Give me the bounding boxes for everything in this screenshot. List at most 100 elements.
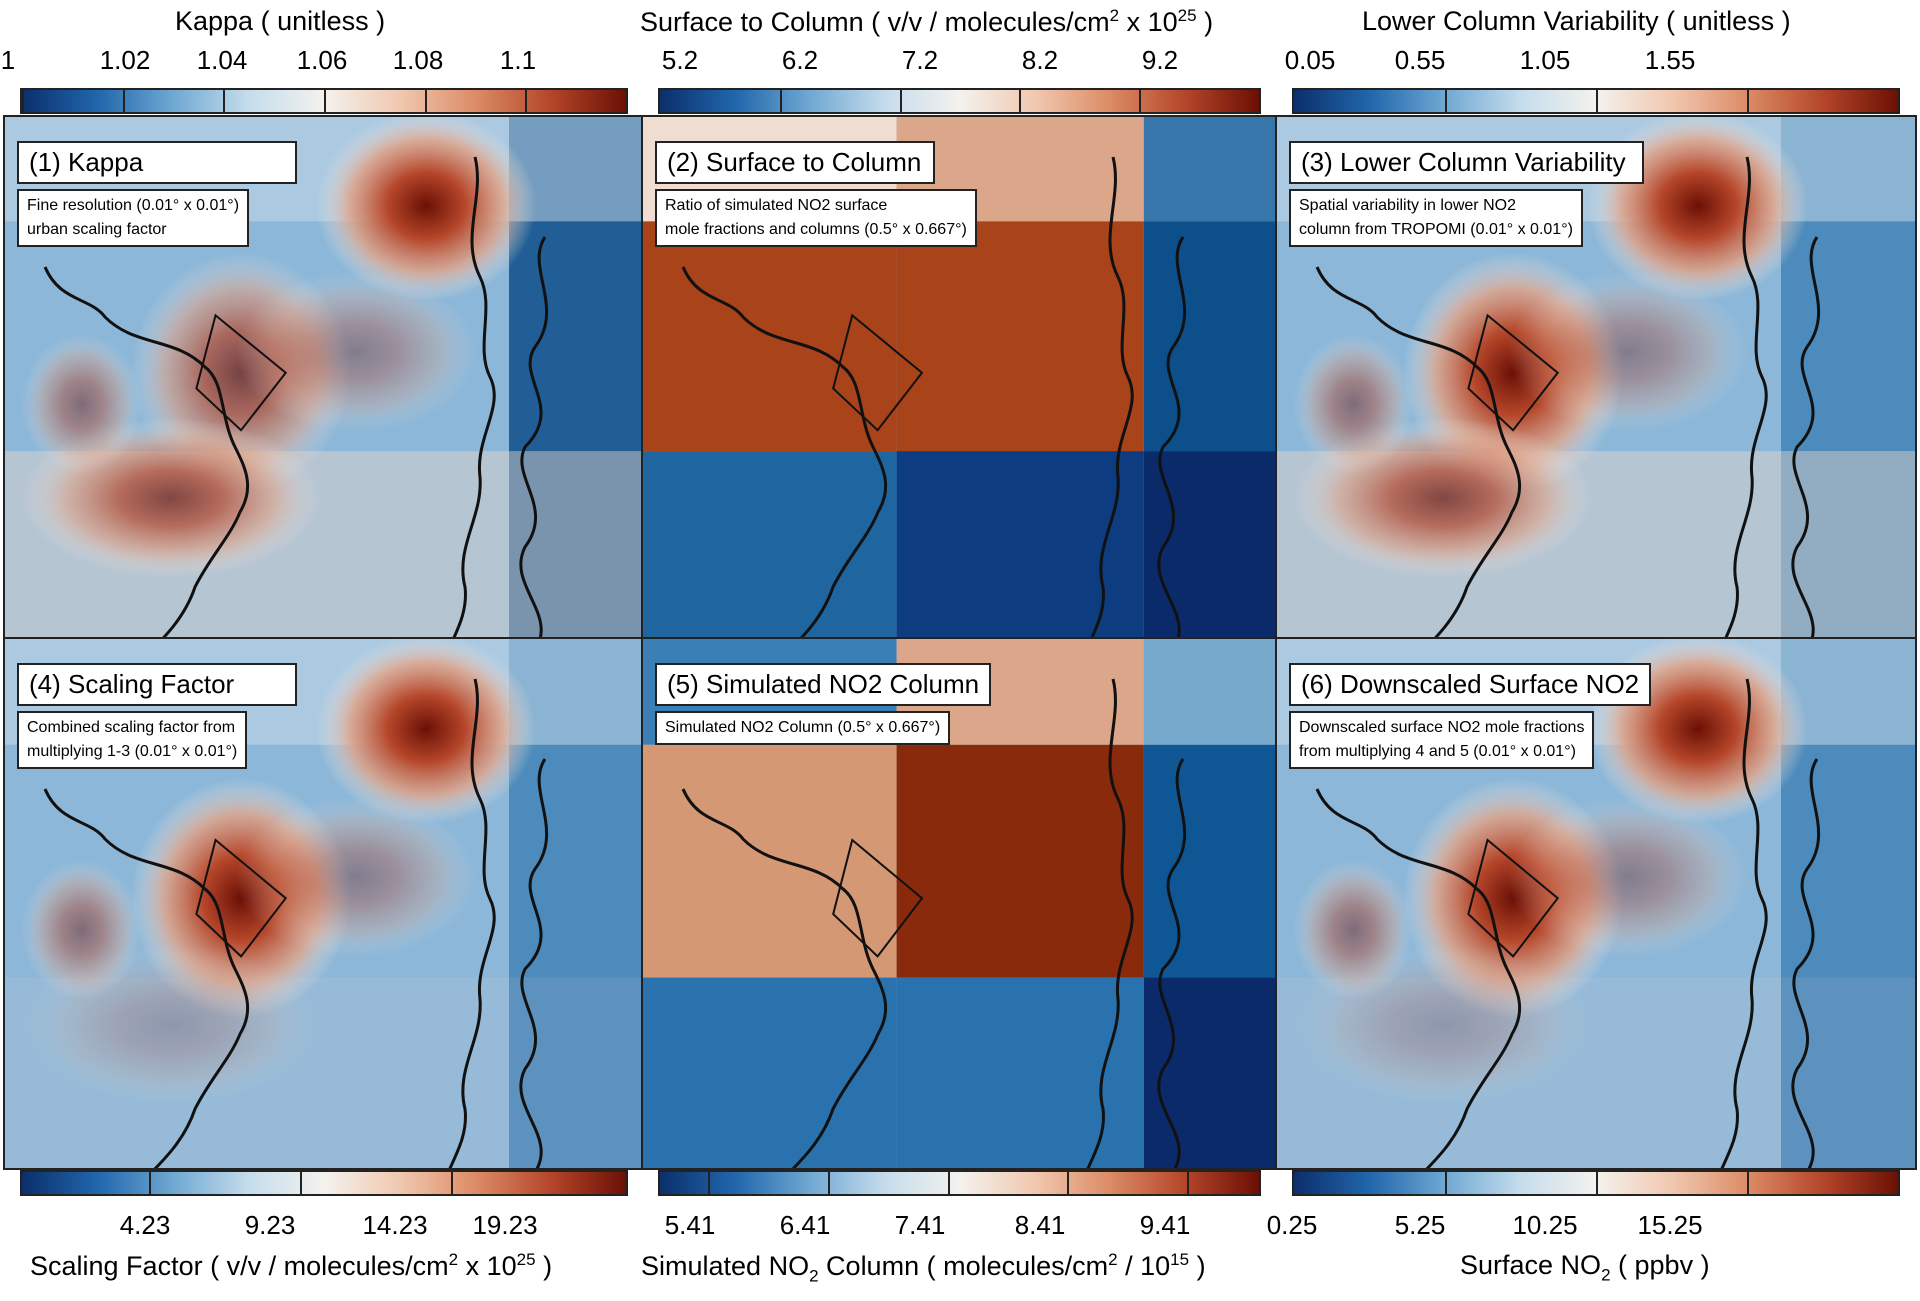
colorbar-tick-label: 14.23 (362, 1210, 428, 1240)
coastline (1791, 236, 1820, 639)
field-block (1143, 221, 1277, 452)
colorbar-tick-label: 6.2 (781, 45, 819, 75)
coastline (681, 266, 888, 639)
colorbar-tick-mark (1747, 90, 1749, 112)
colorbar-tick-label: 8.41 (1014, 1210, 1066, 1240)
colorbar-tick-mark (779, 90, 782, 112)
panel-note-line: from multiplying 4 and 5 (0.01° x 0.01°) (1299, 743, 1576, 760)
panel-note-line: Ratio of simulated NO2 surface (665, 197, 888, 214)
colorbar-tick-label: 6.41 (779, 1210, 831, 1240)
colorbar-tick-label: 0.25 (1266, 1210, 1318, 1240)
panel-note-line: Combined scaling factor from (27, 719, 236, 736)
colorbar-title-kappa: Kappa ( unitless ) (175, 6, 386, 36)
colorbar-tick-label: 0.05 (1284, 45, 1336, 75)
colorbar-tick-mark (947, 1172, 950, 1194)
colorbar-tick-mark (626, 90, 628, 112)
map-field (1277, 639, 1915, 1168)
city-boundary (195, 313, 288, 432)
colorbar-scaling-factor (20, 1170, 628, 1196)
hotspot (1507, 797, 1748, 958)
panel-downscaled-surface-no2: (6) Downscaled Surface NO2 Downscaled sur… (1275, 637, 1917, 1170)
field-block (896, 744, 1144, 978)
colorbar-tick-mark (1596, 90, 1598, 112)
city-boundary (832, 313, 924, 432)
colorbar-tick-label: 15.25 (1637, 1210, 1703, 1240)
panel-note: Fine resolution (0.01° x 0.01°) urban sc… (17, 189, 250, 247)
colorbar-surface-to-column (658, 88, 1261, 114)
panel-title: (4) Scaling Factor (17, 663, 297, 706)
colorbar-tick-label: 9.23 (244, 1210, 296, 1240)
colorbar-tick-mark (707, 1172, 710, 1194)
colorbar-title-surface-to-column: Surface to Column ( v/v / molecules/cm2 … (640, 6, 1214, 37)
colorbar-tick-label: 4.23 (119, 1210, 171, 1240)
colorbar-tick-label: 5.2 (661, 45, 699, 75)
panel-note-line: column from TROPOMI (0.01° x 0.01°) (1299, 221, 1573, 238)
colorbar-tick-label: 8.2 (1021, 45, 1059, 75)
colorbar-tick-label: 0.55 (1394, 45, 1446, 75)
coastline (519, 236, 548, 639)
panel-note-line: mole fractions and columns (0.5° x 0.667… (665, 221, 967, 238)
hotspot (1293, 859, 1414, 1000)
panel-note: Simulated NO2 Column (0.5° x 0.667°) (655, 711, 951, 745)
coastline (1791, 758, 1820, 1168)
colorbar-tick-mark (1747, 1172, 1749, 1194)
colorbar-tick-label: 1.08 (392, 45, 444, 75)
colorbar-title-simulated-no2-column: Simulated NO2 Column ( molecules/cm2 / 1… (641, 1250, 1206, 1286)
field-block (643, 744, 897, 978)
coastline (519, 758, 548, 1168)
hotspot (21, 859, 142, 1000)
colorbar-tick-mark (324, 90, 326, 112)
coastline (448, 678, 496, 1168)
panel-title: (2) Surface to Column (655, 141, 935, 184)
panel-note-line: Simulated NO2 Column (0.5° x 0.667°) (665, 719, 941, 736)
hotspot (1507, 271, 1748, 432)
colorbar-tick-label: 7.2 (901, 45, 939, 75)
colorbar-tick-mark (122, 90, 125, 112)
colorbar-tick-label: 19.23 (472, 1210, 538, 1240)
panel-scaling-factor: (4) Scaling Factor Combined scaling facto… (3, 637, 645, 1170)
colorbar-tick-mark (148, 1172, 151, 1194)
coastline (1157, 236, 1186, 639)
colorbar-tick-mark (1445, 1172, 1447, 1194)
panel-surface-to-column: (2) Surface to Column Ratio of simulated … (641, 115, 1279, 641)
panel-note-line: Downscaled surface NO2 mole fractions (1299, 719, 1585, 736)
coastline (1720, 678, 1768, 1168)
panel-kappa: (1) Kappa Fine resolution (0.01° x 0.01°)… (3, 115, 645, 641)
colorbar-surface-no2 (1292, 1170, 1900, 1196)
colorbar-tick-mark (1139, 90, 1142, 112)
coastline (43, 266, 250, 639)
colorbar-tick-mark (899, 90, 902, 112)
panel-note: Spatial variability in lower NO2 column f… (1289, 189, 1583, 247)
city-boundary (1467, 838, 1560, 958)
colorbar-tick-mark (22, 90, 24, 112)
coastline (1086, 678, 1134, 1168)
field-block (1143, 117, 1277, 222)
hotspot (316, 639, 537, 824)
hotspot (316, 117, 537, 301)
colorbar-tick-mark (1067, 1172, 1070, 1194)
colorbar-tick-mark (223, 90, 226, 112)
panel-title: (1) Kappa (17, 141, 297, 184)
field-block (643, 451, 897, 639)
hotspot (235, 797, 476, 958)
colorbar-simulated-no2-column (658, 1170, 1261, 1196)
colorbar-tick-label: 9.41 (1139, 1210, 1191, 1240)
panel-note: Ratio of simulated NO2 surface mole fract… (655, 189, 977, 247)
colorbar-tick-label: 1.06 (296, 45, 348, 75)
hotspot (21, 334, 142, 475)
field-block (896, 451, 1144, 639)
city-boundary (195, 838, 288, 958)
panel-note: Combined scaling factor from multiplying … (17, 711, 248, 769)
colorbar-tick-mark (525, 90, 528, 112)
colorbar-tick-mark (827, 1172, 830, 1194)
field-block (1143, 744, 1277, 978)
field-block (643, 221, 897, 452)
panel-note-line: multiplying 1-3 (0.01° x 0.01°) (27, 743, 238, 760)
colorbar-tick-mark (299, 1172, 302, 1194)
city-boundary (1467, 313, 1560, 432)
colorbar-tick-mark (450, 1172, 453, 1194)
coastline (1157, 758, 1186, 1168)
colorbar-tick-label: 10.25 (1512, 1210, 1578, 1240)
colorbar-kappa (20, 88, 628, 114)
panel-note-line: Spatial variability in lower NO2 (1299, 197, 1516, 214)
